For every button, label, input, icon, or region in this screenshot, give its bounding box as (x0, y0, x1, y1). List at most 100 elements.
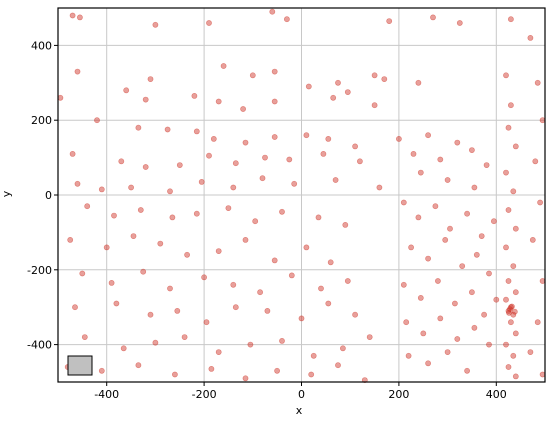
data-point (505, 207, 512, 213)
data-point (503, 341, 509, 348)
data-point (225, 205, 232, 211)
data-point (444, 177, 451, 183)
data-point (120, 345, 127, 352)
data-point (410, 150, 417, 157)
data-point (259, 175, 266, 182)
data-point (286, 156, 293, 163)
data-point (130, 233, 137, 239)
data-point (171, 371, 178, 378)
axis-ticks: -400 -200 0 200 400 400 200 0 -200 -400 (27, 39, 507, 401)
grid-lines (58, 8, 545, 382)
data-point (128, 184, 134, 191)
data-point (332, 177, 339, 183)
data-points (57, 8, 546, 383)
data-point (512, 143, 519, 150)
data-point (325, 300, 332, 307)
data-point (242, 375, 249, 382)
data-point (208, 365, 215, 372)
data-point (442, 236, 449, 243)
data-point (310, 352, 317, 359)
data-point (335, 79, 341, 86)
data-point (408, 244, 414, 251)
data-point (72, 304, 78, 311)
data-point (271, 98, 278, 105)
data-point (79, 270, 86, 277)
legend-swatch (67, 355, 93, 376)
data-point (167, 285, 173, 292)
data-point (142, 96, 149, 103)
data-point (198, 178, 205, 185)
data-point (507, 102, 514, 109)
data-point (210, 135, 217, 142)
x-tick-label: 200 (388, 388, 409, 401)
data-point (283, 16, 290, 23)
data-point (417, 169, 424, 176)
data-point (505, 278, 512, 284)
data-point (507, 319, 514, 326)
data-point (181, 334, 188, 340)
data-point (271, 68, 278, 75)
data-point (157, 240, 164, 247)
data-point (193, 128, 200, 135)
data-point (147, 311, 154, 318)
data-point (269, 8, 276, 15)
data-point (425, 360, 431, 367)
data-point (415, 214, 422, 221)
data-point (69, 12, 76, 19)
data-point (512, 330, 519, 337)
data-point (503, 169, 509, 176)
data-point (184, 251, 190, 258)
y-tick-label: 200 (31, 114, 52, 127)
data-point (430, 14, 436, 21)
data-point (242, 139, 249, 146)
data-point (67, 236, 74, 243)
x-tick-label: 400 (486, 388, 507, 401)
data-point (534, 319, 541, 326)
data-point (437, 156, 444, 163)
data-point (527, 35, 534, 41)
data-point (352, 311, 358, 318)
data-point (232, 160, 239, 167)
data-point (318, 285, 324, 292)
data-point (252, 218, 259, 225)
data-point (220, 63, 227, 69)
data-point (288, 272, 295, 279)
data-point (271, 134, 278, 140)
data-point (303, 244, 310, 251)
data-point (152, 339, 159, 346)
data-point (113, 300, 120, 307)
data-point (264, 307, 271, 314)
data-point (415, 79, 422, 86)
data-point (505, 364, 512, 370)
data-point (315, 214, 322, 221)
data-point (206, 20, 212, 26)
data-point (400, 281, 407, 288)
data-point (454, 336, 461, 342)
data-point (191, 93, 198, 99)
y-tick-label: 400 (31, 39, 52, 52)
data-point (529, 236, 536, 243)
data-point (335, 362, 341, 369)
data-point (459, 263, 466, 269)
data-point (164, 126, 171, 133)
data-point (203, 319, 210, 326)
data-point (206, 152, 212, 159)
data-point (327, 259, 334, 266)
data-point (512, 373, 519, 380)
data-point (464, 210, 470, 217)
data-point (437, 315, 444, 322)
data-point (169, 214, 176, 221)
data-point (451, 300, 458, 307)
data-point (344, 89, 351, 95)
data-point (98, 367, 105, 374)
data-point (242, 236, 249, 243)
data-point (478, 233, 485, 239)
data-point (247, 341, 254, 348)
x-axis-title: x (296, 404, 303, 417)
data-point (508, 303, 515, 310)
data-point (215, 98, 222, 105)
data-point (486, 341, 492, 348)
data-point (69, 150, 76, 157)
